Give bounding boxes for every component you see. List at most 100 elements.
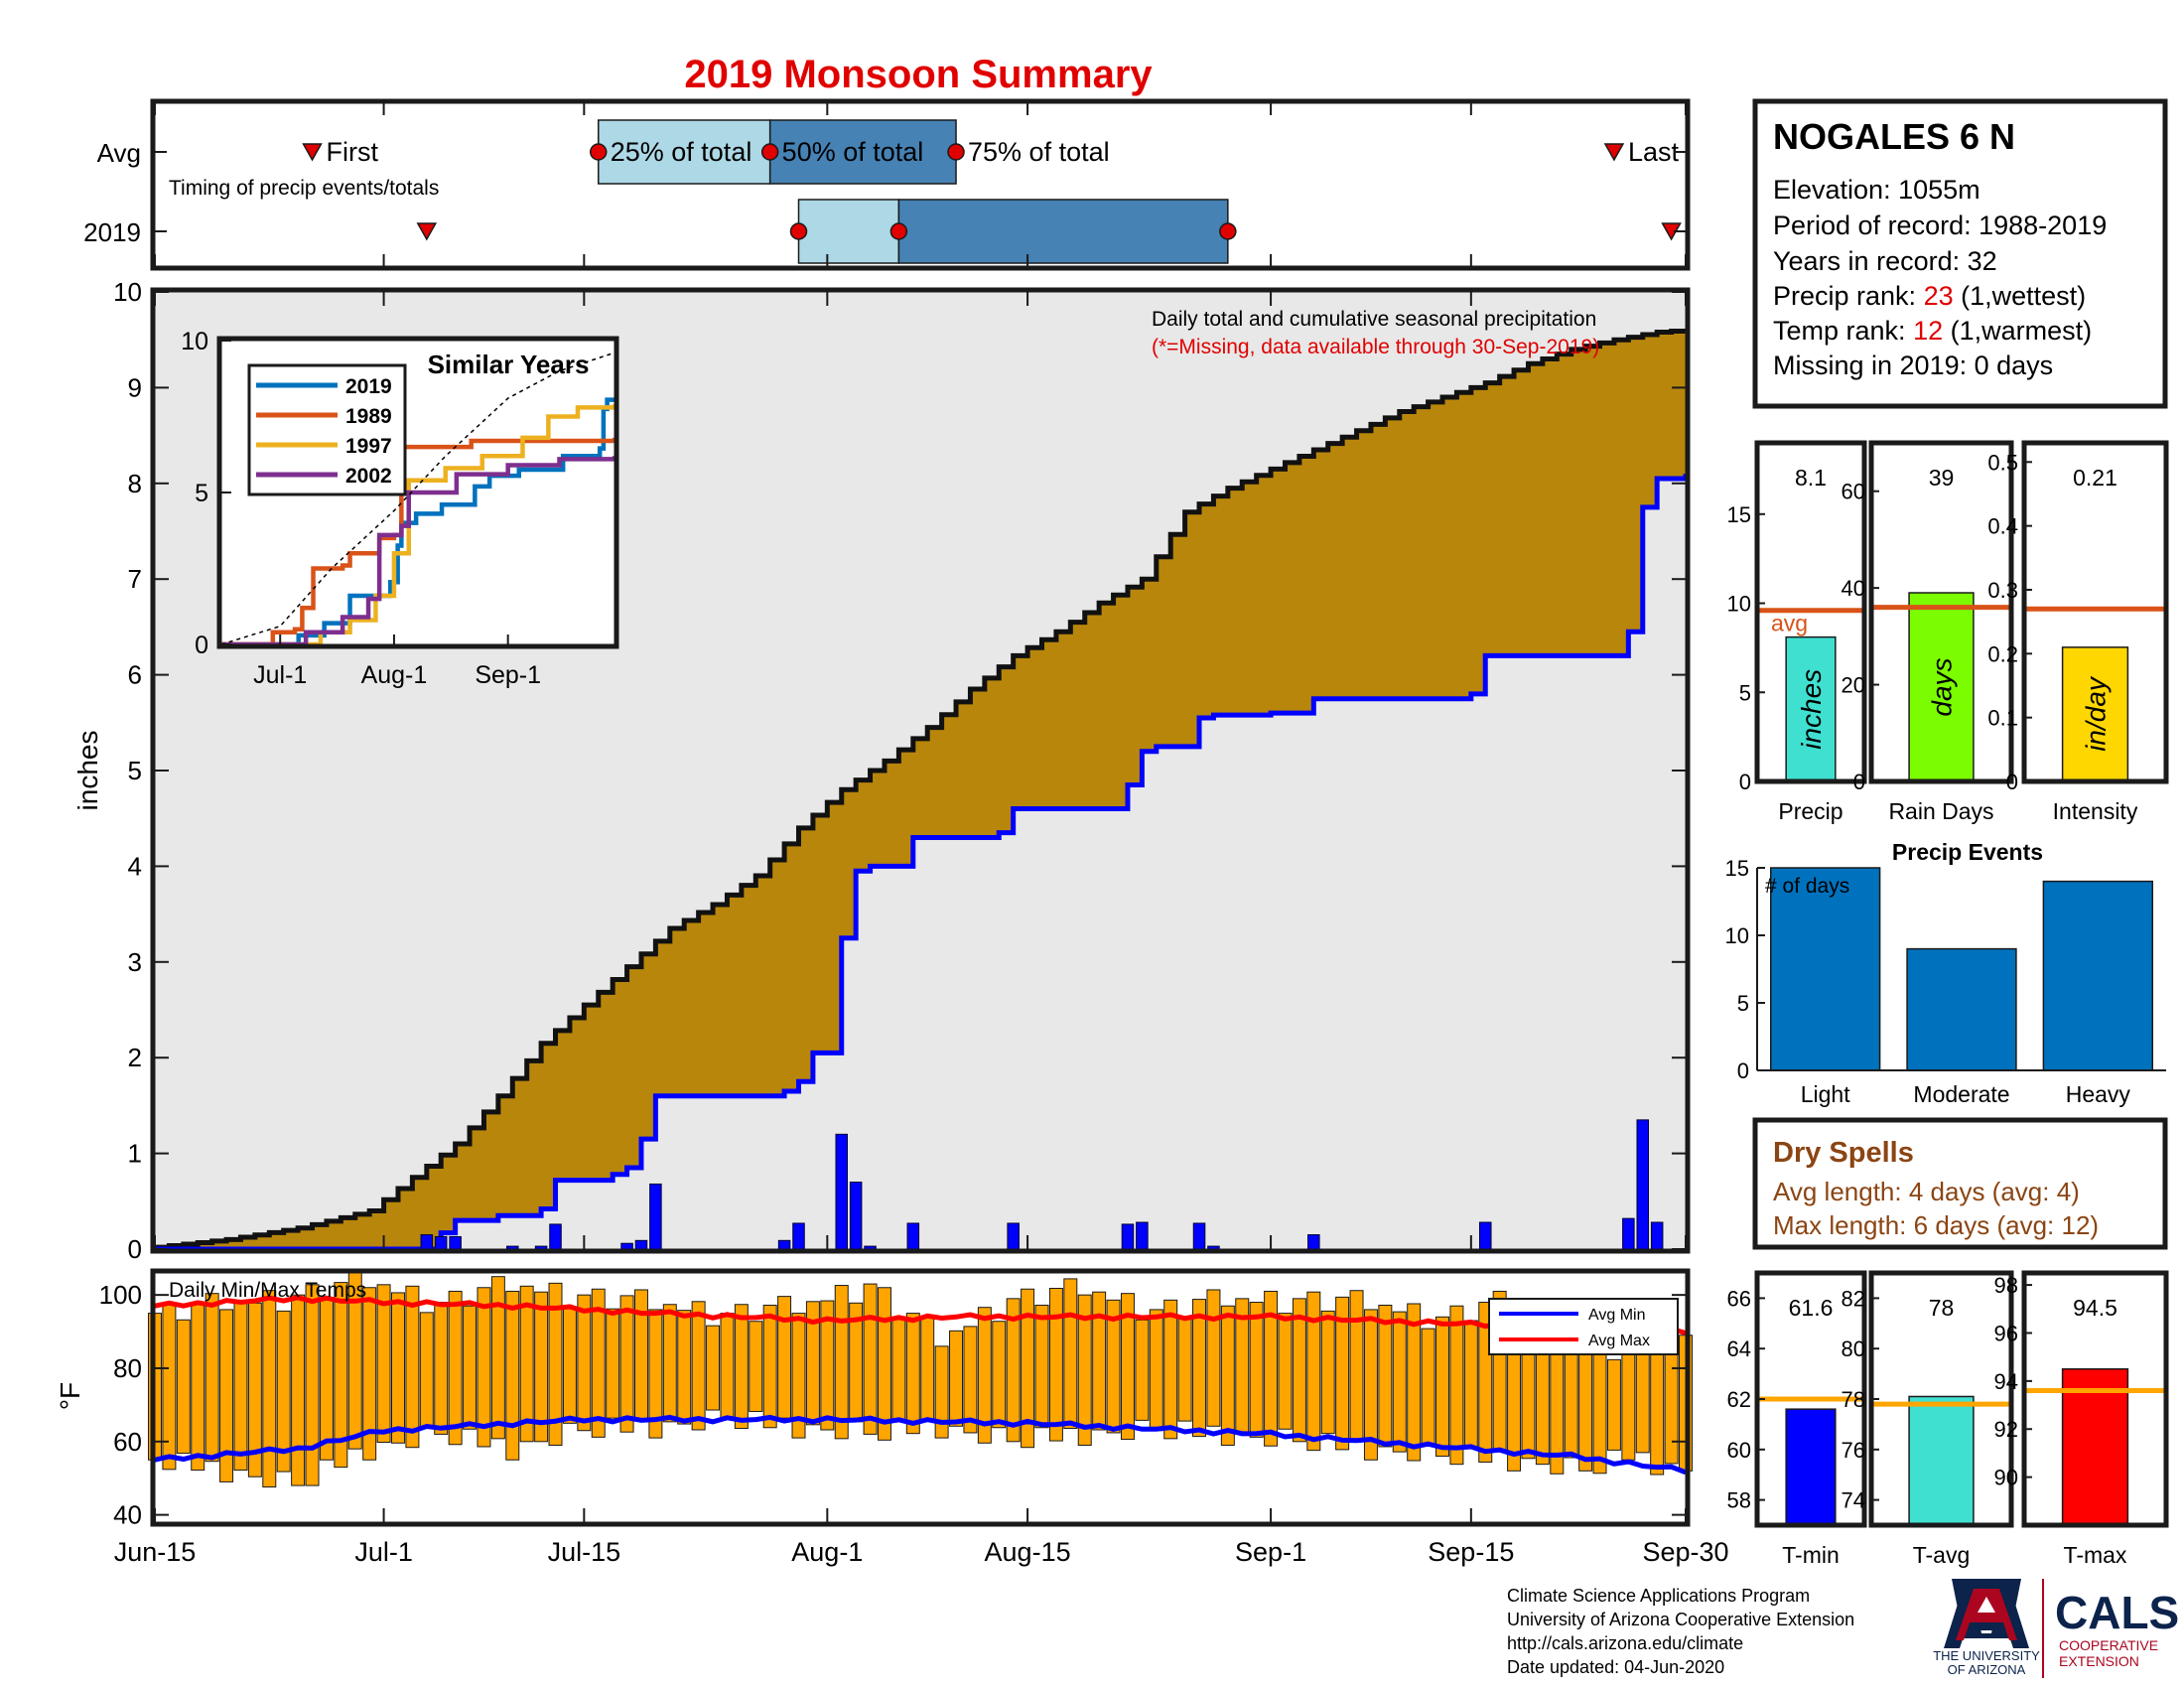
inset-legend-label: 1989 bbox=[345, 405, 392, 428]
timing-year-label: 2019 bbox=[83, 217, 141, 247]
temp-y-tick-label: 60 bbox=[113, 1427, 142, 1457]
daily-temp-bar bbox=[992, 1321, 1007, 1429]
daily-temp-bar bbox=[262, 1290, 277, 1488]
footer-line2: University of Arizona Cooperative Extens… bbox=[1507, 1610, 1854, 1629]
cumulative-2019-line bbox=[155, 474, 1689, 1252]
daily-temp-bar bbox=[334, 1282, 348, 1469]
main-y-tick-label: 10 bbox=[113, 277, 142, 307]
precip-event-label-moderate: Moderate bbox=[1913, 1081, 2009, 1107]
timing-caption: Timing of precip events/totals bbox=[169, 177, 439, 200]
timing-avg-p50-marker bbox=[760, 143, 779, 161]
tmax-bar-value-label: 94.5 bbox=[2073, 1295, 2117, 1321]
tmin-bar-y-tick-label: 62 bbox=[1727, 1387, 1751, 1412]
precip-bar-value-label: 8.1 bbox=[1795, 465, 1827, 491]
inset-line-1997 bbox=[221, 404, 617, 647]
daily-temp-bar bbox=[419, 1312, 434, 1427]
main-y-tick-label: 2 bbox=[128, 1043, 142, 1072]
daily-precip-bar bbox=[649, 1183, 662, 1250]
timing-p75-label: 75% of total bbox=[968, 137, 1110, 167]
daily-temp-bar bbox=[1077, 1294, 1092, 1446]
daily-temp-bar bbox=[1106, 1299, 1121, 1434]
daily-temp-bar bbox=[963, 1326, 978, 1434]
tavg-bar-value-label: 78 bbox=[1929, 1295, 1955, 1321]
daily-temp-bar bbox=[1392, 1311, 1407, 1453]
daily-temp-bar bbox=[490, 1276, 505, 1440]
events-y-tick-label: 15 bbox=[1725, 856, 1749, 881]
footer-line4: Date updated: 04-Jun-2020 bbox=[1507, 1657, 1724, 1677]
inset-title: Similar Years bbox=[428, 350, 590, 379]
station-name: NOGALES 6 N bbox=[1773, 116, 2015, 157]
daily-temp-bar bbox=[362, 1287, 377, 1461]
daily-temp-bar bbox=[1120, 1293, 1135, 1441]
dry-spells-box: Dry Spells Avg length: 4 days (avg: 4) M… bbox=[1752, 1117, 2168, 1250]
daily-temp-bar bbox=[391, 1292, 405, 1444]
precip-events-panel: Precip Events Light Moderate Heavy 0 5 10 15 # … bbox=[1725, 839, 2166, 1107]
tmax-bar-y-tick-label: 96 bbox=[1994, 1321, 2018, 1345]
daily-temp-bar bbox=[1220, 1305, 1235, 1446]
daily-temp-bar bbox=[734, 1304, 749, 1430]
main-ylabel: inches bbox=[72, 731, 103, 811]
inset-legend-label: 2002 bbox=[345, 465, 392, 488]
x-tick-label: Aug-1 bbox=[791, 1537, 863, 1567]
timing-avg-p25-marker bbox=[589, 143, 608, 161]
timing-2019-p25-marker bbox=[789, 222, 808, 240]
daily-precip-bar bbox=[1192, 1222, 1206, 1250]
rain-days-bar-value-label: 39 bbox=[1929, 465, 1955, 491]
panel-precip-bar: 0 5 10 15 8.1 Precip inches avg bbox=[1727, 440, 1867, 824]
daily-temp-bar bbox=[1034, 1304, 1049, 1429]
cals-logo-sub2: EXTENSION bbox=[2059, 1653, 2139, 1669]
daily-temp-bar bbox=[1264, 1290, 1279, 1447]
temp-y-tick-label: 100 bbox=[99, 1280, 142, 1310]
x-tick-label: Jun-15 bbox=[114, 1537, 197, 1567]
precip-event-label-heavy: Heavy bbox=[2066, 1081, 2131, 1107]
panel-tmax-bar: 90 92 94 96 98 94.5 T-max bbox=[1994, 1270, 2169, 1568]
daily-precip-bar bbox=[906, 1222, 920, 1250]
daily-precip-bar bbox=[1622, 1217, 1635, 1250]
daily-temp-bar bbox=[805, 1301, 820, 1426]
daily-temp-bar bbox=[534, 1291, 549, 1443]
daily-temp-bar bbox=[934, 1345, 949, 1439]
x-tick-label: Sep-15 bbox=[1428, 1537, 1514, 1567]
rain-days-bar-x-label: Rain Days bbox=[1888, 798, 1993, 824]
temp-y-tick-label: 40 bbox=[113, 1500, 142, 1530]
daily-precip-bar bbox=[835, 1133, 849, 1250]
tavg-bar-y-tick-label: 82 bbox=[1842, 1286, 1865, 1311]
daily-temp-bar bbox=[1021, 1288, 1035, 1449]
precip-event-bar-moderate bbox=[1906, 947, 2017, 1071]
panel-rain-days-bar: 0 20 40 60 39 Rain Days days bbox=[1842, 440, 2014, 824]
daily-temp-bar bbox=[1177, 1316, 1192, 1422]
rain-days-bar-y-tick-label: 0 bbox=[1853, 770, 1865, 794]
daily-temp-bar bbox=[791, 1313, 806, 1439]
tmin-bar-y-tick-label: 58 bbox=[1727, 1488, 1751, 1513]
timing-avg-p75-marker bbox=[947, 143, 965, 161]
inset-line-2002 bbox=[221, 456, 617, 647]
daily-temp-bar bbox=[1564, 1344, 1578, 1459]
tavg-bar-value-bar bbox=[1908, 1395, 1975, 1526]
inset-x-tick-label: Aug-1 bbox=[361, 661, 428, 689]
tavg-bar-y-tick-label: 78 bbox=[1842, 1387, 1865, 1412]
daily-precip-bar bbox=[1636, 1119, 1650, 1250]
daily-temp-bar bbox=[863, 1283, 878, 1435]
station-info-box: NOGALES 6 N Elevation: 1055m Period of r… bbox=[1752, 98, 2168, 409]
ua-logo-text1: THE UNIVERSITY bbox=[1933, 1648, 2040, 1663]
daily-temp-bar bbox=[1378, 1304, 1393, 1448]
daily-temp-bar bbox=[749, 1321, 763, 1413]
daily-precip-bar bbox=[420, 1234, 434, 1250]
daily-temp-bar bbox=[477, 1287, 491, 1448]
events-y-tick-label: 5 bbox=[1737, 991, 1749, 1016]
daily-precip-bar bbox=[549, 1223, 562, 1250]
daily-precip-bar bbox=[449, 1235, 462, 1250]
daily-temp-bar bbox=[548, 1282, 563, 1446]
daily-temp-bar bbox=[176, 1319, 191, 1455]
timing-panel: First Last 25% of total 50% of total 75% of … bbox=[83, 98, 1691, 271]
rain-days-bar-inner-label: days bbox=[1927, 657, 1958, 716]
daily-temp-bar bbox=[276, 1310, 291, 1473]
inset-line-avg bbox=[220, 352, 615, 645]
daily-temp-bar bbox=[1048, 1288, 1063, 1442]
tmax-bar-y-tick-label: 94 bbox=[1994, 1369, 2018, 1394]
daily-temp-bar bbox=[1363, 1309, 1378, 1461]
timing-avg-first-marker bbox=[302, 143, 323, 162]
timing-p25-label: 25% of total bbox=[611, 137, 752, 167]
inset-x-tick-label: Jul-1 bbox=[253, 661, 307, 689]
daily-temp-bar bbox=[1149, 1309, 1163, 1432]
